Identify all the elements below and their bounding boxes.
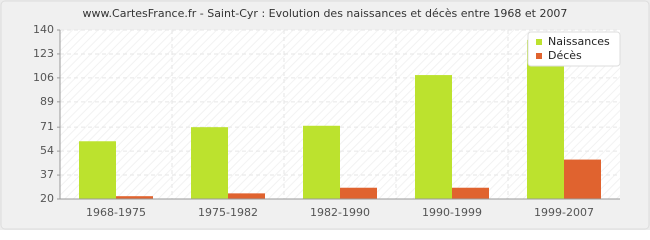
y-tick-label: 106	[33, 71, 54, 84]
bar	[303, 125, 340, 199]
y-tick-label: 71	[40, 120, 54, 133]
y-tick-label: 37	[40, 168, 54, 181]
legend-label: Décès	[548, 49, 582, 62]
legend-swatch	[536, 53, 542, 59]
y-tick-label: 123	[33, 47, 54, 60]
bar	[79, 141, 116, 199]
x-tick-label: 1990-1999	[422, 206, 482, 219]
x-tick-label: 1999-2007	[534, 206, 594, 219]
bar	[191, 127, 228, 199]
bar	[452, 187, 489, 199]
x-tick-label: 1982-1990	[310, 206, 370, 219]
x-tick-label: 1968-1975	[86, 206, 146, 219]
chart: www.CartesFrance.fr - Saint-Cyr : Evolut…	[0, 0, 650, 230]
bar	[116, 196, 153, 199]
legend-label: Naissances	[548, 35, 610, 48]
legend-box	[527, 31, 621, 67]
y-tick-label: 20	[40, 192, 54, 205]
bar	[415, 75, 452, 199]
y-tick-label: 54	[40, 144, 54, 157]
bar	[564, 159, 601, 199]
bar	[228, 193, 265, 199]
y-tick-label: 140	[33, 23, 54, 36]
y-tick-label: 89	[40, 95, 54, 108]
chart-title: www.CartesFrance.fr - Saint-Cyr : Evolut…	[83, 7, 568, 20]
x-tick-label: 1975-1982	[198, 206, 258, 219]
bar	[340, 187, 377, 199]
legend-swatch	[536, 39, 542, 45]
